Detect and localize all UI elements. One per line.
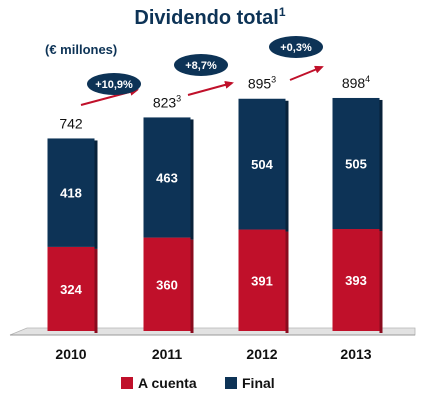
bar-final-2011	[143, 117, 191, 238]
total-label-2010: 742	[59, 115, 83, 131]
bar-a-cuenta-2011	[143, 237, 191, 331]
data-label-final-2013: 505	[345, 156, 367, 171]
bar-side-final-2010	[94, 140, 98, 249]
x-tick-label-2011: 2011	[152, 346, 183, 362]
bar-side-final-2012	[285, 100, 289, 232]
chart-title-superscript: 1	[279, 5, 286, 19]
bar-side-a-cuenta-2010	[94, 248, 98, 333]
bar-side-a-cuenta-2013	[379, 231, 383, 333]
bar-side-a-cuenta-2012	[285, 231, 289, 333]
growth-arrow-2	[187, 80, 234, 96]
growth-badge-label-3: +0,3%	[280, 42, 312, 54]
unit-label: (€ millones)	[45, 42, 117, 57]
bar-a-cuenta-2013	[332, 229, 380, 331]
growth-badge-label-2: +8,7%	[185, 60, 217, 72]
bar-final-2010	[47, 138, 95, 247]
data-label-final-2010: 418	[60, 186, 82, 201]
total-label-2012: 8953	[248, 75, 276, 92]
legend-label-a-cuenta: A cuenta	[138, 375, 197, 391]
bar-a-cuenta-2012	[238, 229, 286, 331]
chart-title: Dividendo total1	[134, 5, 285, 29]
data-label-final-2012: 504	[251, 157, 273, 172]
total-label-2013: 8984	[342, 74, 370, 91]
chart-title-text: Dividendo total	[134, 7, 278, 29]
legend-label-final: Final	[242, 375, 275, 391]
bar-side-final-2011	[190, 119, 194, 240]
x-tick-label-2013: 2013	[340, 346, 371, 362]
bar-side-final-2013	[379, 99, 383, 232]
legend-swatch-a-cuenta	[121, 377, 133, 389]
data-label-final-2011: 463	[156, 171, 178, 186]
labels-layer: 324 418 742 2010 360 463 8233 2011 391 504 8953 201…	[55, 36, 372, 362]
data-label-a-cuenta-2013: 393	[345, 273, 367, 288]
legend-swatch-final	[225, 377, 237, 389]
growth-badge-1	[87, 73, 141, 95]
growth-badge-2	[174, 54, 228, 76]
bars-layer	[9, 97, 416, 336]
total-label-2011: 8233	[153, 93, 181, 110]
x-tick-label-2010: 2010	[55, 346, 86, 362]
data-label-a-cuenta-2012: 391	[251, 273, 273, 288]
bar-final-2012	[238, 98, 286, 230]
growth-badge-3	[269, 36, 323, 58]
growth-arrow-3	[289, 65, 324, 81]
bar-final-2013	[332, 97, 380, 230]
data-label-a-cuenta-2010: 324	[60, 282, 82, 297]
growth-badge-label-1: +10,9%	[95, 79, 133, 91]
data-label-a-cuenta-2011: 360	[156, 277, 178, 292]
bar-a-cuenta-2010	[47, 246, 95, 331]
legend: A cuenta Final	[121, 375, 275, 391]
bar-side-a-cuenta-2011	[190, 239, 194, 333]
x-tick-label-2012: 2012	[246, 346, 277, 362]
